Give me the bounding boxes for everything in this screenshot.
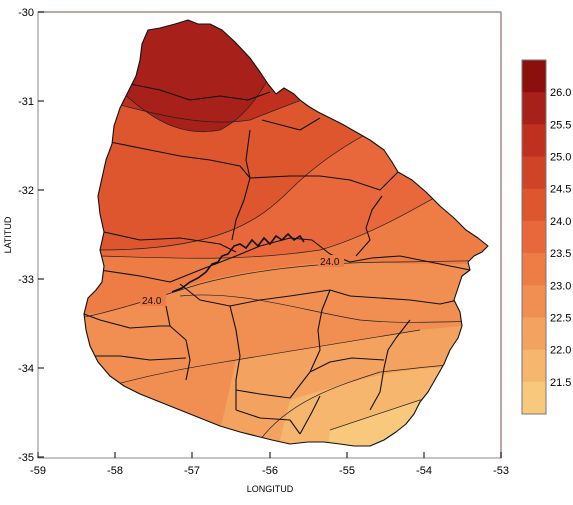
- y-tick-label: -34: [18, 363, 34, 375]
- colorbar-level-label: 26.0: [550, 87, 571, 99]
- colorbar-level-label: 22.0: [550, 345, 571, 357]
- colorbar: 26.0 25.5 25.0 24.5 24.0 23.5 23.0 22.5 22.0 21.5: [521, 59, 571, 415]
- x-tick-label: -56: [262, 465, 278, 477]
- colorbar-level-label: 25.5: [550, 119, 571, 131]
- colorbar-swatch: [522, 317, 546, 351]
- colorbar-swatch: [522, 156, 546, 190]
- y-axis: -30 -31 -32 -33 -34 -35 LATITUD: [3, 7, 44, 464]
- department-boundaries: [84, 83, 471, 435]
- y-axis-title: LATITUD: [3, 216, 13, 253]
- colorbar-swatch: [522, 381, 546, 415]
- y-tick-label: -35: [18, 452, 34, 464]
- x-tick-label: -55: [339, 465, 355, 477]
- rio-negro-reservoir: [171, 232, 305, 293]
- colorbar-level-label: 25.0: [550, 152, 571, 164]
- y-tick-label: -32: [18, 185, 34, 197]
- contour-label: 24.0: [142, 296, 162, 307]
- colorbar-level-label: 24.5: [550, 184, 571, 196]
- x-axis-title: LONGITUD: [247, 484, 294, 494]
- colorbar-swatch: [522, 285, 546, 318]
- x-tick-label: -58: [107, 465, 123, 477]
- colorbar-swatch: [522, 220, 546, 254]
- x-tick-label: -53: [493, 465, 509, 477]
- colorbar-frame: [521, 59, 547, 415]
- contour-label: 24.0: [320, 257, 340, 268]
- colorbar-swatch: [522, 349, 546, 383]
- colorbar-swatch: [522, 60, 546, 93]
- colorbar-level-label: 23.0: [550, 280, 571, 292]
- colorbar-swatch: [522, 188, 546, 222]
- y-tick-label: -33: [18, 274, 34, 286]
- x-tick-label: -57: [184, 465, 200, 477]
- x-tick-label: -54: [416, 465, 432, 477]
- contour-label-group: 24.0 24.0: [140, 255, 344, 307]
- colorbar-swatch: [522, 124, 546, 158]
- colorbar-swatch: [522, 253, 546, 286]
- band-25-5: [84, 20, 488, 123]
- y-tick-label: -31: [18, 96, 34, 108]
- colorbar-level-label: 24.0: [550, 216, 571, 228]
- y-tick-label: -30: [18, 7, 34, 19]
- colorbar-level-label: 23.5: [550, 248, 571, 260]
- colorbar-level-label: 22.5: [550, 312, 571, 324]
- x-axis: -59 -58 -57 -56 -55 -54 -53 LONGITUD: [30, 452, 509, 494]
- x-tick-label: -59: [30, 465, 46, 477]
- colorbar-swatch: [522, 92, 546, 125]
- country-outline: [83, 19, 489, 447]
- colorbar-level-label: 21.5: [550, 377, 571, 389]
